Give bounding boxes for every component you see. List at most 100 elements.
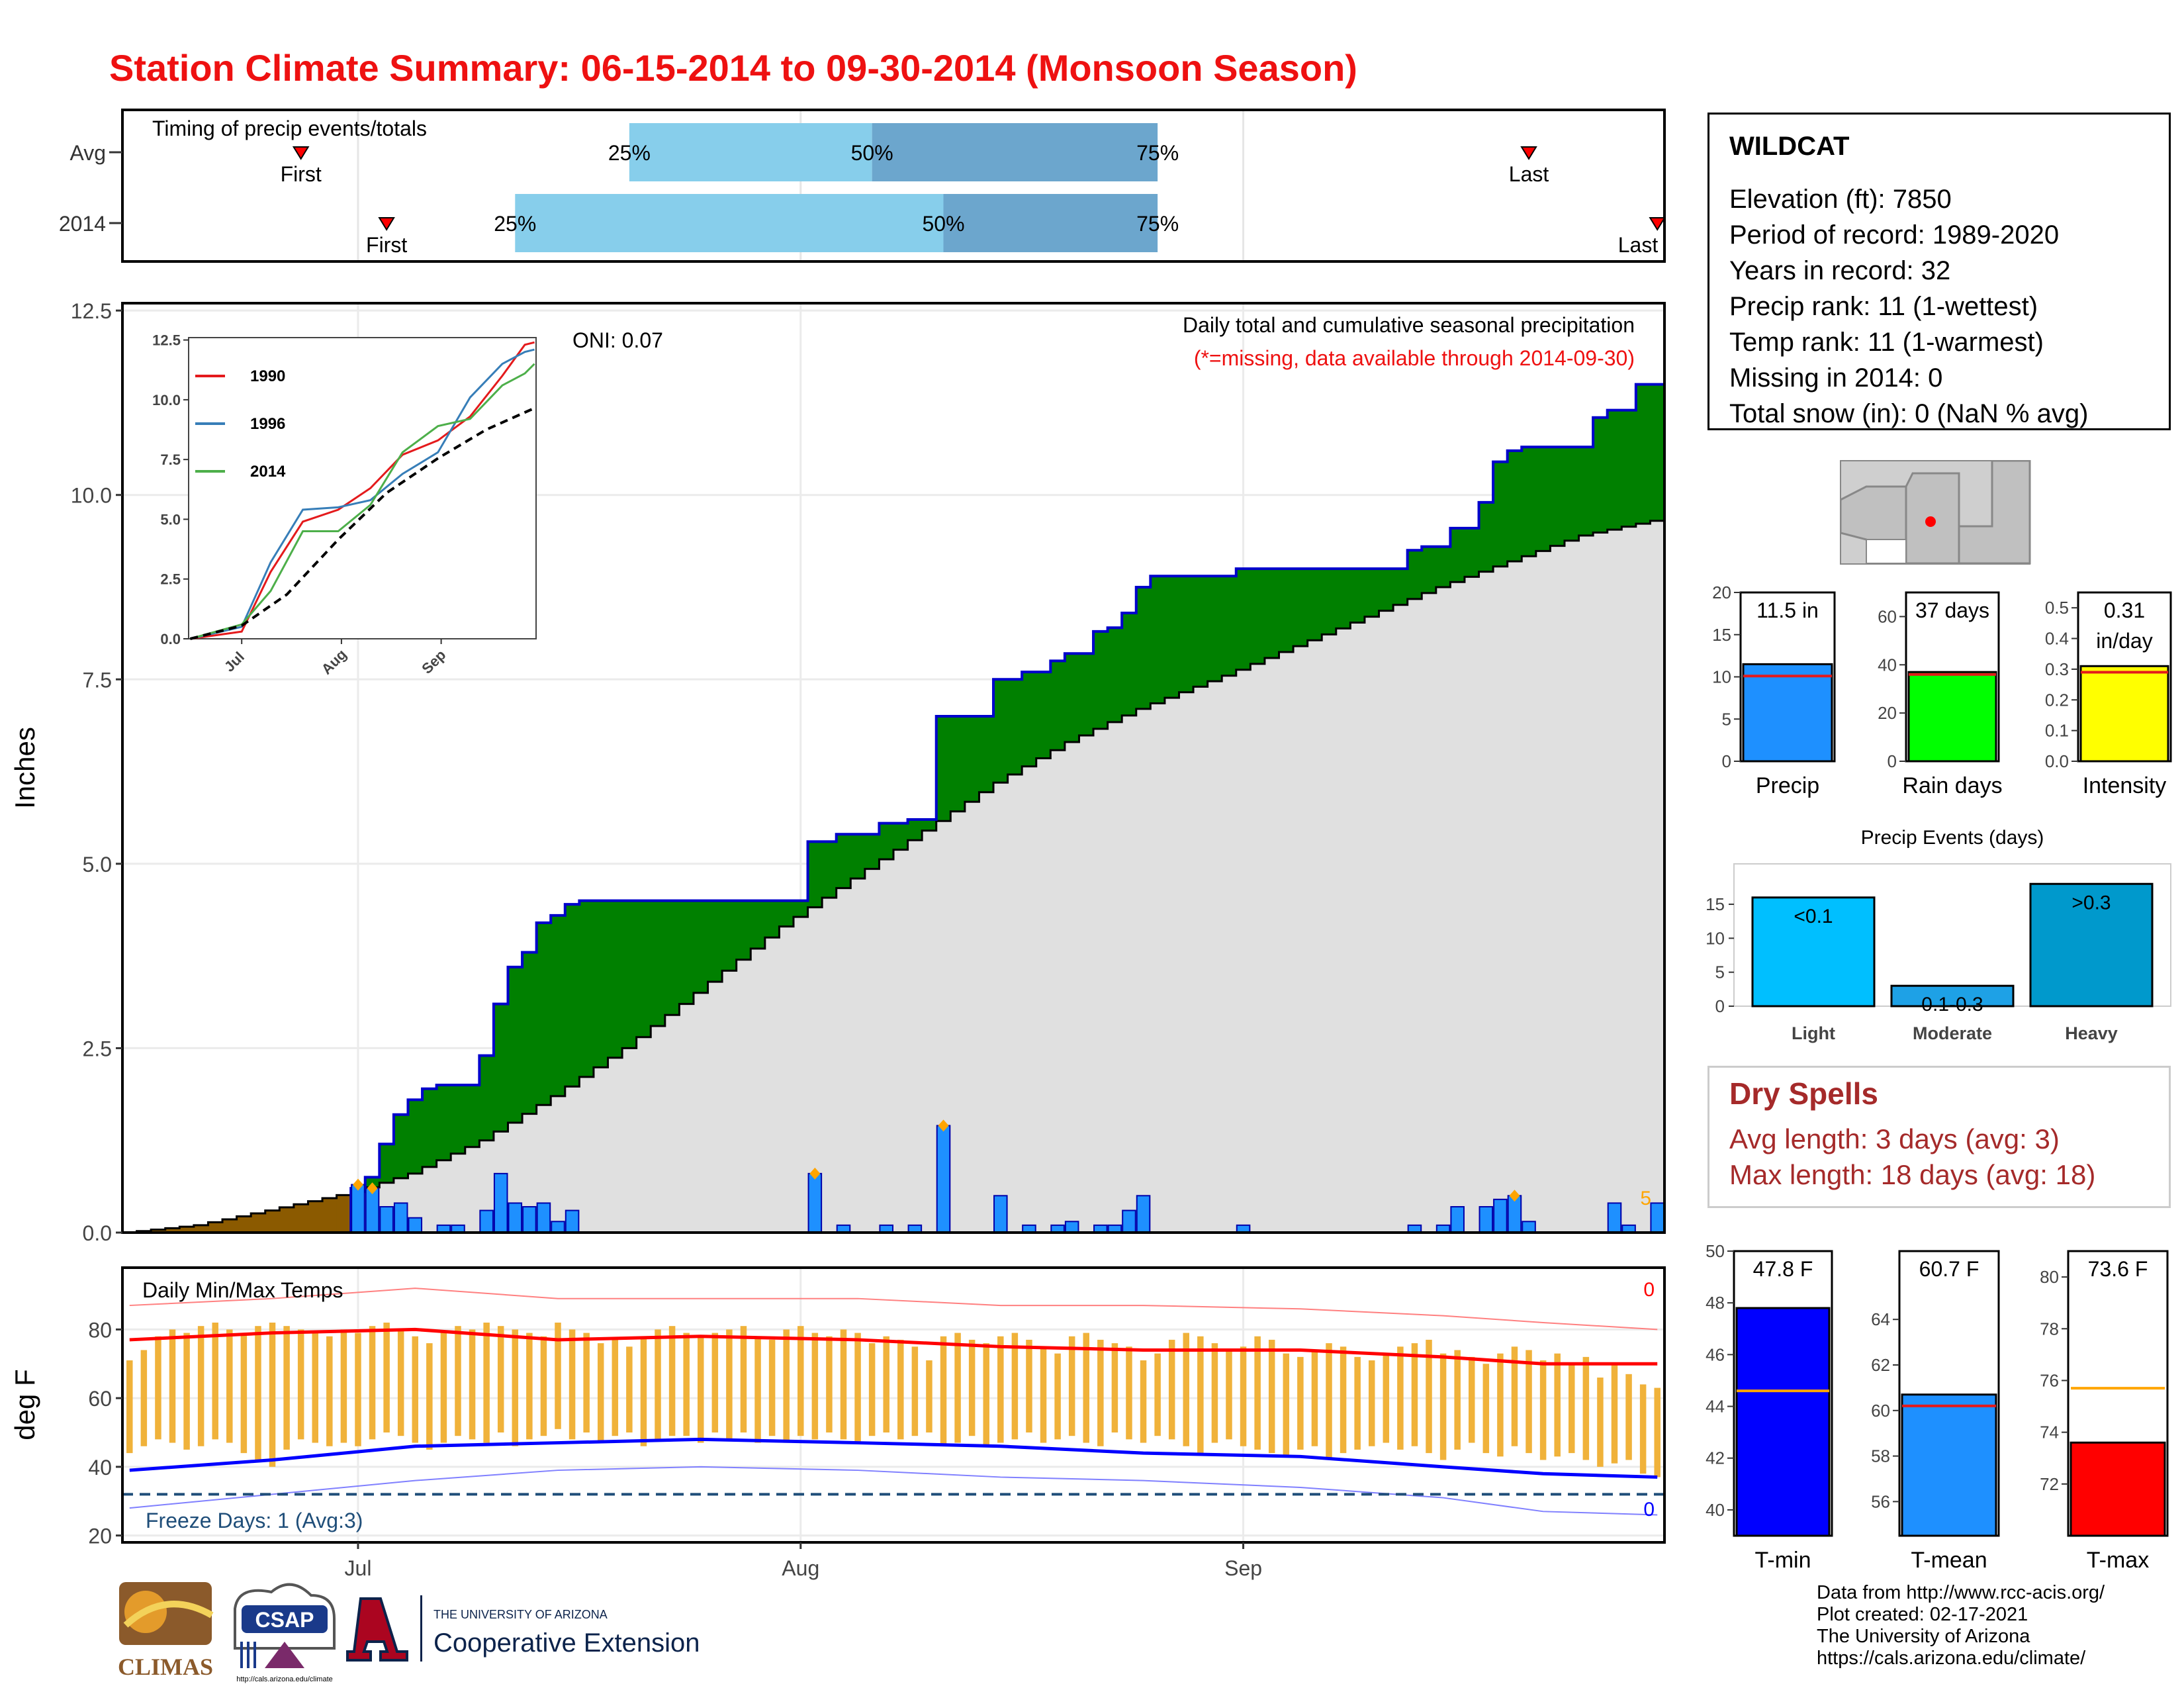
average-area — [536, 1105, 552, 1233]
inset-y-tick-label: 10.0 — [152, 392, 181, 408]
daily-temp-range-bar — [283, 1326, 290, 1450]
credit-line: Plot created: 02-17-2021 — [1817, 1604, 2028, 1625]
average-area — [907, 840, 923, 1233]
average-area — [707, 982, 723, 1233]
y-tick-label: 10 — [1712, 667, 1731, 687]
y-tick-label: 40 — [88, 1456, 112, 1479]
surplus-area — [1564, 447, 1580, 541]
inset-series-line — [190, 348, 535, 640]
daily-temp-range-bar — [626, 1346, 633, 1432]
surplus-area — [1522, 447, 1537, 557]
surplus-area — [1022, 672, 1037, 767]
surplus-area — [793, 900, 809, 917]
daily-temp-range-bar — [1311, 1350, 1318, 1446]
average-area — [1422, 592, 1437, 1233]
daily-temp-range-bar — [612, 1339, 619, 1436]
svg-text:Cooperative Extension: Cooperative Extension — [433, 1628, 700, 1658]
surplus-area — [1107, 628, 1122, 722]
daily-temp-range-bar — [1211, 1343, 1218, 1443]
daily-temp-range-bar — [883, 1336, 889, 1432]
daily-temp-range-bar — [1397, 1346, 1404, 1450]
average-area — [693, 992, 709, 1233]
average-area — [1093, 728, 1109, 1233]
daily-temp-range-bar — [512, 1329, 519, 1446]
average-area — [1122, 715, 1137, 1233]
surplus-area — [1164, 576, 1180, 698]
freeze-days-label: Freeze Days: 1 (Avg:3) — [146, 1509, 363, 1532]
cumulative-2014-line — [122, 383, 1664, 1234]
surplus-area — [1407, 550, 1423, 599]
y-axis-label: deg F — [9, 1369, 40, 1440]
daily-temp-range-bar — [569, 1329, 576, 1440]
daily-temp-range-bar — [497, 1326, 504, 1432]
average-area — [1193, 686, 1208, 1233]
average-area — [651, 1026, 666, 1233]
daily-precip-bar — [807, 1172, 823, 1234]
x-tick-label: Aug — [782, 1556, 819, 1580]
surplus-area — [451, 1085, 466, 1154]
daily-temp-range-bar — [1254, 1336, 1261, 1450]
p50-label: 50% — [922, 212, 964, 236]
average-area — [1493, 566, 1508, 1233]
daily-temp-range-bar — [940, 1336, 947, 1446]
average-area — [451, 1153, 466, 1233]
daily-temp-range-bar — [655, 1329, 661, 1440]
average-area — [1607, 530, 1623, 1233]
category-label: Rain days — [1902, 773, 2002, 798]
surplus-area — [1464, 528, 1480, 577]
value-bar — [2079, 665, 2169, 763]
inset-series-line — [189, 406, 535, 640]
surplus-area — [1350, 569, 1365, 623]
value-label: 73.6 F — [2088, 1257, 2148, 1281]
average-area — [522, 1113, 537, 1233]
surplus-area — [1293, 569, 1308, 647]
surplus-area — [622, 900, 637, 1049]
daily-temp-range-bar — [854, 1333, 861, 1443]
daily-precip-bar — [1479, 1206, 1494, 1233]
category-label: T-min — [1755, 1548, 1811, 1573]
y-tick-label: 60 — [1878, 606, 1897, 626]
y-tick-label: 72 — [2040, 1474, 2059, 1494]
daily-temp-range-bar — [1525, 1350, 1532, 1454]
average-area — [1479, 571, 1494, 1233]
daily-temp-range-bar — [1482, 1364, 1490, 1454]
average-area — [736, 959, 752, 1233]
average-area — [1050, 750, 1066, 1233]
average-area — [1435, 587, 1451, 1233]
p25-label: 25% — [608, 141, 651, 165]
surplus-area — [693, 900, 709, 993]
surplus-area — [922, 820, 937, 831]
y-tick-label: 0.0 — [2045, 751, 2069, 771]
surplus-area — [722, 900, 737, 971]
y-tick-label: 0.2 — [2045, 690, 2069, 710]
average-area — [864, 868, 880, 1233]
surplus-area — [1607, 410, 1623, 530]
surplus-area — [807, 841, 823, 908]
daily-temp-range-bar — [140, 1350, 148, 1446]
daily-temp-range-bar — [1654, 1387, 1661, 1477]
y-tick-label: 15 — [1706, 894, 1725, 914]
daily-temp-range-bar — [155, 1336, 161, 1440]
plot-frame — [121, 302, 1666, 1234]
y-tick-label: 78 — [2040, 1319, 2059, 1338]
surplus-area — [536, 923, 552, 1105]
legend-label: 1990 — [250, 367, 285, 385]
surplus-area — [679, 900, 694, 1004]
daily-temp-range-bar — [1111, 1343, 1118, 1432]
y-tick-label: 15 — [1712, 625, 1731, 645]
y-tick-label: 80 — [2040, 1267, 2059, 1287]
surplus-area — [1050, 661, 1066, 751]
temps-title: Daily Min/Max Temps — [142, 1278, 343, 1302]
average-area — [1279, 652, 1294, 1233]
daily-precip-bar — [536, 1202, 551, 1234]
daily-precip-bar — [551, 1221, 565, 1234]
dry-spells-box: Dry Spells Avg length: 3 days (avg: 3) M… — [1707, 1066, 2171, 1208]
legend-label: 2014 — [250, 463, 286, 481]
daily-precip-bar — [1522, 1221, 1536, 1234]
daily-temp-range-bar — [440, 1333, 447, 1443]
surplus-area — [1036, 672, 1052, 759]
surplus-area — [365, 1177, 381, 1188]
event-category-label: Moderate — [1913, 1023, 1992, 1043]
event-category-label: Heavy — [2065, 1023, 2118, 1043]
last-marker — [1520, 146, 1537, 160]
